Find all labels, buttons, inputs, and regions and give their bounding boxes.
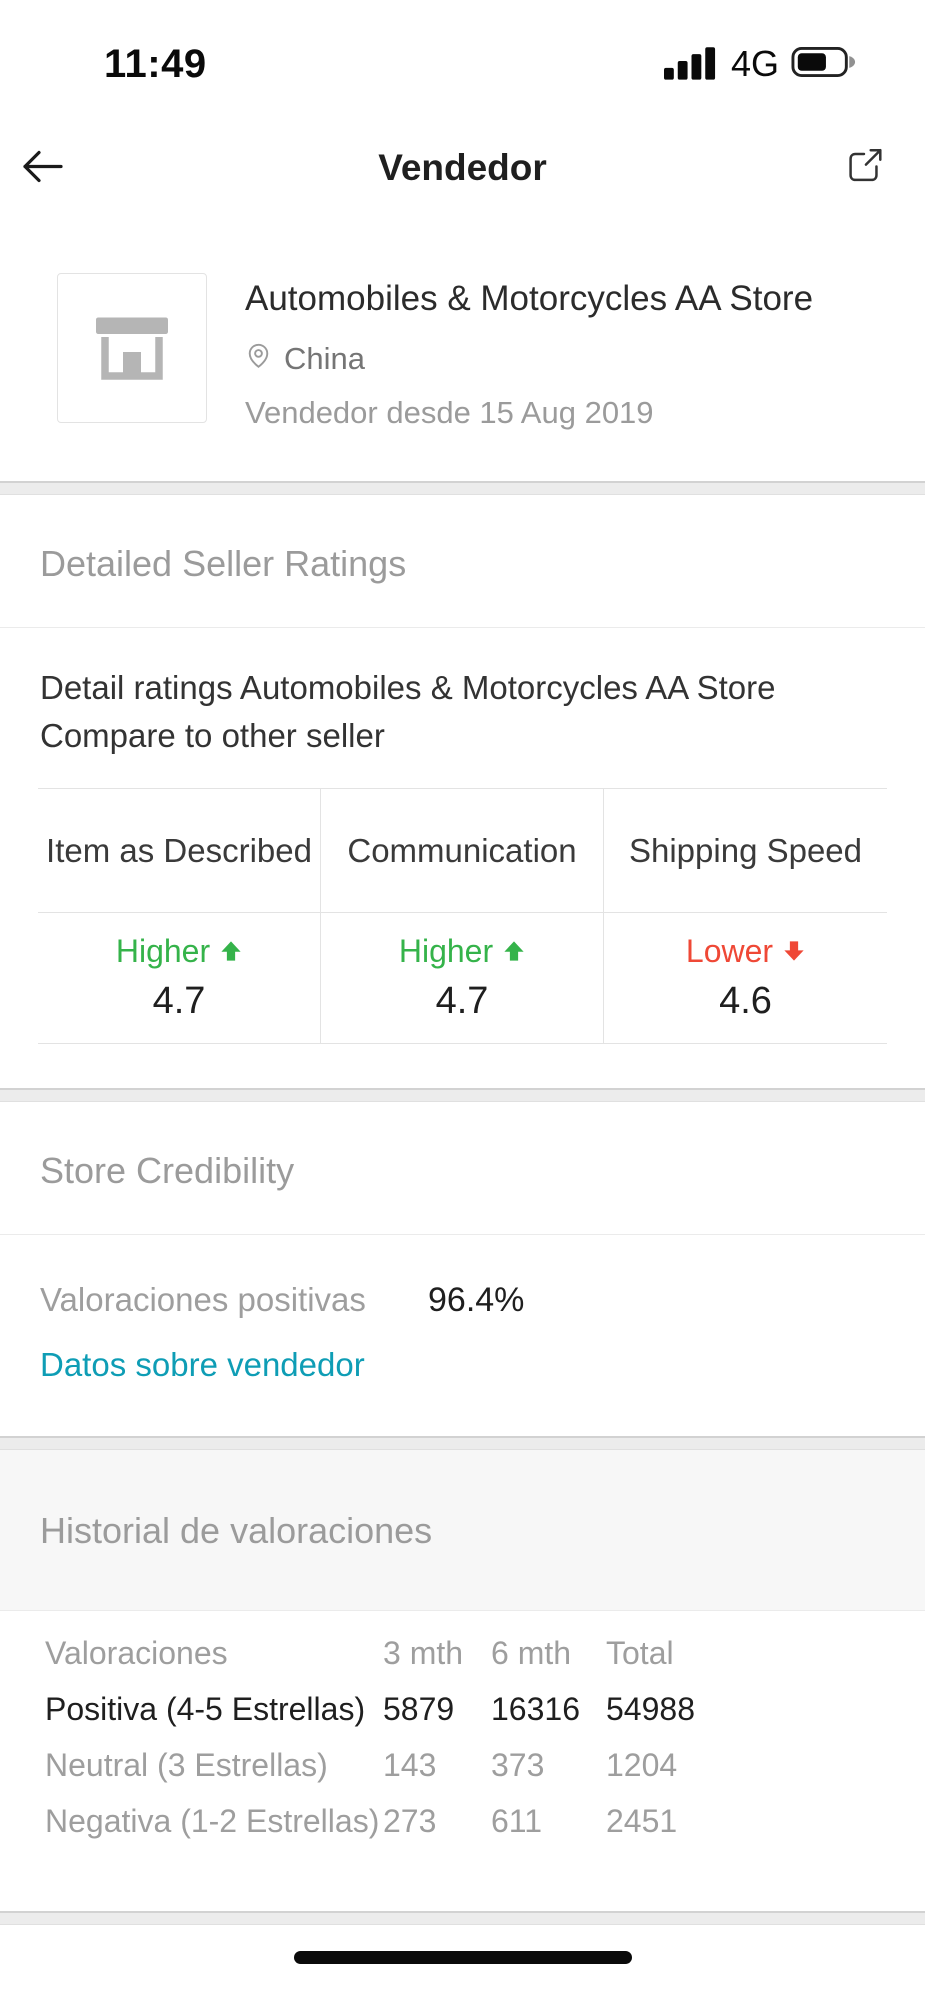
- column-header: Valoraciones: [45, 1634, 228, 1671]
- value-total: 1204: [606, 1746, 678, 1783]
- trend-row: Higher: [116, 933, 242, 970]
- nav-bar: Vendedor: [0, 110, 925, 225]
- section-title-detailed-ratings: Detailed Seller Ratings: [40, 543, 407, 584]
- table-row: Negativa (1-2 Estrellas) 273 611 2451: [45, 1793, 925, 1849]
- store-credibility-section: Store Credibility Valoraciones positivas…: [0, 1102, 925, 1436]
- row-label: Neutral (3 Estrellas): [45, 1746, 328, 1783]
- rating-cell: Higher 4.7: [321, 913, 604, 1043]
- value-6mth: 373: [491, 1746, 545, 1783]
- page-title: Vendedor: [378, 146, 547, 188]
- seller-info: Automobiles & Motorcycles AA Store China…: [245, 273, 813, 431]
- status-bar: 11:49 4G: [0, 0, 925, 110]
- table-row: Positiva (4-5 Estrellas) 5879 16316 5498…: [45, 1681, 925, 1737]
- trend-up-icon: [220, 933, 242, 970]
- table-header-row: Valoraciones 3 mth 6 mth Total: [45, 1625, 925, 1681]
- detailed-ratings-section: Detailed Seller Ratings Detail ratings A…: [0, 495, 925, 1044]
- positive-feedback-row: Valoraciones positivas 96.4%: [0, 1235, 925, 1320]
- value-total: 2451: [606, 1802, 678, 1839]
- divider: [0, 627, 925, 628]
- positive-feedback-value: 96.4%: [428, 1281, 525, 1319]
- back-button[interactable]: [8, 132, 76, 203]
- feedback-history-table: Valoraciones 3 mth 6 mth Total Positiva …: [0, 1611, 925, 1911]
- home-indicator-area: [0, 1925, 925, 1978]
- row-label: Negativa (1-2 Estrellas): [45, 1802, 380, 1839]
- seller-header: Automobiles & Motorcycles AA Store China…: [0, 225, 925, 481]
- value-3mth: 273: [383, 1802, 437, 1839]
- ratings-description: Detail ratings Automobiles & Motorcycles…: [40, 669, 776, 754]
- share-button[interactable]: [831, 133, 897, 202]
- section-title-store-credibility: Store Credibility: [40, 1150, 295, 1191]
- rating-value: 4.7: [152, 980, 206, 1022]
- seller-location-row: China: [245, 341, 813, 377]
- home-indicator[interactable]: [293, 1951, 632, 1964]
- rating-column-header: Communication: [321, 789, 604, 913]
- cellular-signal-icon: [663, 44, 719, 85]
- storefront-icon: [84, 298, 180, 399]
- seller-country: China: [284, 341, 365, 376]
- divider: [0, 1234, 925, 1235]
- positive-feedback-label: Valoraciones positivas: [40, 1281, 366, 1318]
- ratings-comparison-table: Item as Described Communication Shipping…: [38, 788, 887, 1044]
- value-6mth: 16316: [491, 1690, 580, 1727]
- feedback-history-section: Historial de valoraciones Valoraciones 3…: [0, 1450, 925, 1911]
- clock: 11:49: [104, 41, 207, 86]
- status-icons: 4G: [663, 43, 857, 85]
- seller-details-link[interactable]: Datos sobre vendedor: [40, 1346, 365, 1383]
- seller-since: Vendedor desde 15 Aug 2019: [245, 395, 654, 430]
- rating-value: 4.7: [435, 980, 489, 1022]
- history-header-band: Historial de valoraciones: [0, 1450, 925, 1610]
- rating-cell: Higher 4.7: [38, 913, 321, 1043]
- battery-icon: [791, 46, 857, 83]
- table-row: Neutral (3 Estrellas) 143 373 1204: [45, 1737, 925, 1793]
- store-logo: [57, 273, 207, 423]
- section-divider: [0, 1436, 925, 1450]
- rating-cell: Lower 4.6: [604, 913, 887, 1043]
- trend-label: Lower: [685, 933, 774, 969]
- value-3mth: 143: [383, 1746, 437, 1783]
- row-label: Positiva (4-5 Estrellas): [45, 1690, 366, 1727]
- network-type-label: 4G: [730, 43, 779, 84]
- divider: [0, 1610, 925, 1611]
- column-header: 6 mth: [491, 1634, 572, 1671]
- trend-down-icon: [783, 933, 805, 970]
- rating-column-header: Shipping Speed: [604, 789, 887, 913]
- trend-row: Higher: [399, 933, 525, 970]
- trend-label: Higher: [115, 933, 211, 969]
- section-divider: [0, 1911, 925, 1925]
- share-icon: [841, 143, 887, 192]
- section-title-feedback-history: Historial de valoraciones: [40, 1510, 433, 1551]
- trend-label: Higher: [398, 933, 494, 969]
- value-6mth: 611: [491, 1802, 543, 1839]
- rating-value: 4.6: [719, 980, 772, 1022]
- location-pin-icon: [245, 341, 272, 377]
- column-header: 3 mth: [383, 1634, 464, 1671]
- rating-column-header: Item as Described: [38, 789, 321, 913]
- column-header: Total: [606, 1634, 674, 1671]
- section-divider: [0, 1088, 925, 1102]
- value-total: 54988: [606, 1690, 695, 1727]
- trend-row: Lower: [686, 933, 805, 970]
- value-3mth: 5879: [383, 1690, 455, 1727]
- back-arrow-icon: [18, 142, 66, 193]
- seller-name: Automobiles & Motorcycles AA Store: [245, 279, 814, 318]
- trend-up-icon: [503, 933, 525, 970]
- section-divider: [0, 481, 925, 495]
